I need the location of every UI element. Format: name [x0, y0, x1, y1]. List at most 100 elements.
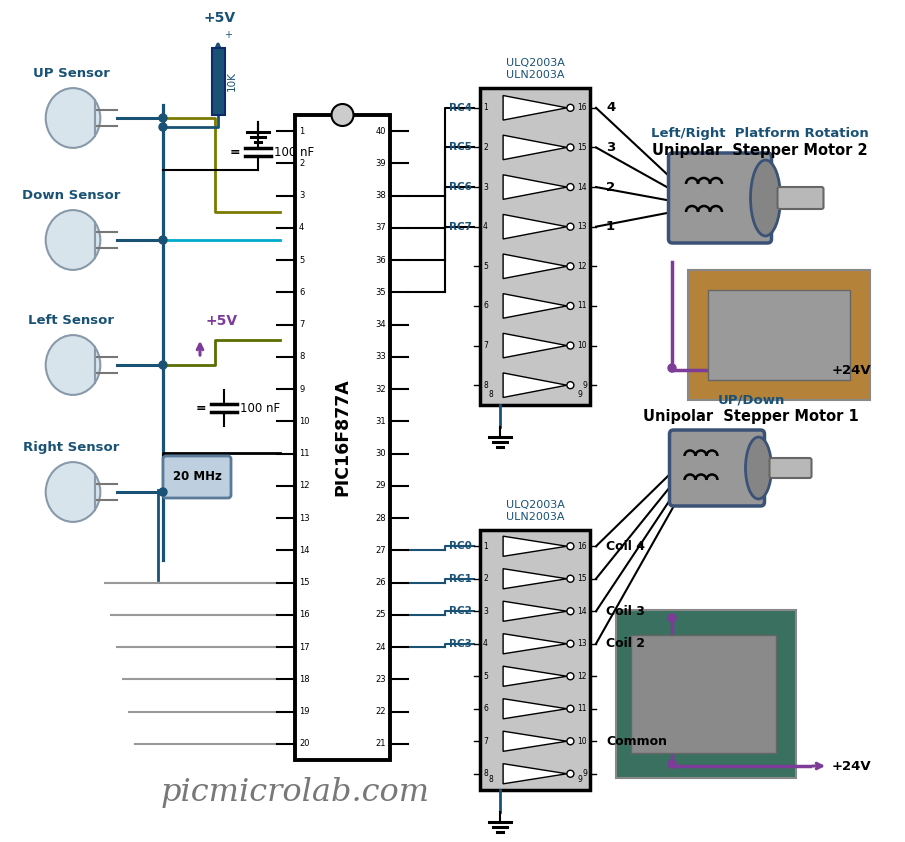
Text: Coil 2: Coil 2	[606, 637, 645, 650]
Text: 2: 2	[299, 159, 304, 168]
Text: 8: 8	[299, 352, 304, 361]
Text: 9: 9	[582, 381, 587, 390]
Circle shape	[567, 342, 574, 349]
Text: 23: 23	[376, 675, 386, 684]
Text: picmicrolab.com: picmicrolab.com	[160, 777, 430, 808]
Text: 9: 9	[577, 390, 582, 399]
Text: 5: 5	[483, 262, 488, 271]
Polygon shape	[503, 536, 567, 557]
Polygon shape	[503, 666, 567, 686]
Text: 12: 12	[299, 482, 310, 490]
Polygon shape	[503, 764, 567, 784]
Text: 10: 10	[577, 737, 587, 746]
FancyBboxPatch shape	[163, 456, 231, 498]
Text: Unipolar  Stepper Motor 1: Unipolar Stepper Motor 1	[643, 408, 859, 424]
Text: 3: 3	[299, 191, 304, 200]
Text: 6: 6	[483, 704, 488, 713]
Text: 3: 3	[606, 141, 615, 154]
Text: 18: 18	[299, 675, 310, 684]
Circle shape	[159, 361, 167, 369]
Text: ULQ2003A: ULQ2003A	[506, 58, 565, 68]
Text: 31: 31	[376, 417, 386, 426]
Text: 24: 24	[376, 642, 386, 652]
Text: +: +	[224, 30, 232, 40]
Text: RC3: RC3	[449, 639, 472, 648]
Text: 7: 7	[483, 737, 488, 746]
Circle shape	[567, 302, 574, 310]
Text: 16: 16	[577, 541, 587, 551]
Circle shape	[567, 104, 574, 111]
FancyBboxPatch shape	[777, 187, 824, 209]
Text: 1: 1	[483, 104, 488, 112]
Text: UP/Down: UP/Down	[718, 393, 785, 407]
Text: 39: 39	[376, 159, 386, 168]
Text: =: =	[229, 146, 240, 158]
Text: 10: 10	[299, 417, 310, 426]
Text: 20 MHz: 20 MHz	[173, 471, 222, 483]
Text: 13: 13	[577, 222, 587, 232]
FancyBboxPatch shape	[769, 458, 812, 478]
Text: 19: 19	[299, 707, 310, 717]
Text: 13: 13	[577, 639, 587, 648]
Text: 14: 14	[299, 546, 310, 555]
Text: 8: 8	[488, 775, 492, 784]
Text: Left/Right  Platform Rotation: Left/Right Platform Rotation	[651, 126, 869, 140]
Text: 5: 5	[299, 256, 304, 264]
Text: 36: 36	[376, 256, 386, 264]
Text: RC5: RC5	[449, 142, 472, 152]
Text: 5: 5	[483, 672, 488, 680]
Text: 15: 15	[299, 578, 310, 587]
Text: 12: 12	[577, 672, 587, 680]
Text: 11: 11	[577, 301, 587, 311]
Text: 28: 28	[376, 514, 386, 523]
FancyBboxPatch shape	[670, 430, 765, 506]
Circle shape	[567, 575, 574, 583]
Text: 6: 6	[299, 288, 304, 297]
Text: 14: 14	[577, 607, 587, 616]
Text: =: =	[195, 402, 206, 414]
Circle shape	[567, 543, 574, 550]
Text: 33: 33	[376, 352, 386, 361]
Text: 22: 22	[376, 707, 386, 717]
Circle shape	[159, 236, 167, 244]
Text: 8: 8	[483, 381, 488, 390]
Circle shape	[567, 263, 574, 269]
Text: 34: 34	[376, 320, 386, 329]
Text: 40: 40	[376, 126, 386, 136]
Circle shape	[567, 608, 574, 615]
Bar	[631, 635, 776, 753]
Bar	[212, 48, 224, 115]
Text: Right Sensor: Right Sensor	[23, 441, 119, 454]
Polygon shape	[503, 333, 567, 358]
Circle shape	[567, 381, 574, 389]
Polygon shape	[503, 136, 567, 160]
Circle shape	[331, 104, 354, 126]
Circle shape	[567, 640, 574, 647]
Bar	[480, 530, 590, 790]
Polygon shape	[503, 601, 567, 621]
Text: 4: 4	[483, 222, 488, 232]
Circle shape	[668, 364, 676, 372]
Ellipse shape	[45, 462, 100, 522]
Text: Common: Common	[606, 735, 667, 748]
Text: 9: 9	[299, 385, 304, 393]
Text: UP Sensor: UP Sensor	[33, 67, 110, 80]
Polygon shape	[503, 215, 567, 239]
Text: 16: 16	[577, 104, 587, 112]
Text: 100 nF: 100 nF	[240, 402, 281, 414]
Circle shape	[567, 184, 574, 190]
Polygon shape	[503, 175, 567, 200]
Text: 4: 4	[606, 101, 615, 115]
Text: 9: 9	[582, 770, 587, 778]
Text: 2: 2	[483, 143, 488, 152]
Bar	[708, 290, 850, 380]
Text: RC1: RC1	[449, 573, 472, 584]
Text: 2: 2	[606, 180, 615, 194]
Ellipse shape	[45, 88, 100, 148]
Circle shape	[668, 614, 676, 622]
Text: 27: 27	[376, 546, 386, 555]
Text: 14: 14	[577, 183, 587, 192]
Polygon shape	[503, 568, 567, 589]
Polygon shape	[503, 95, 567, 120]
Text: 7: 7	[299, 320, 304, 329]
